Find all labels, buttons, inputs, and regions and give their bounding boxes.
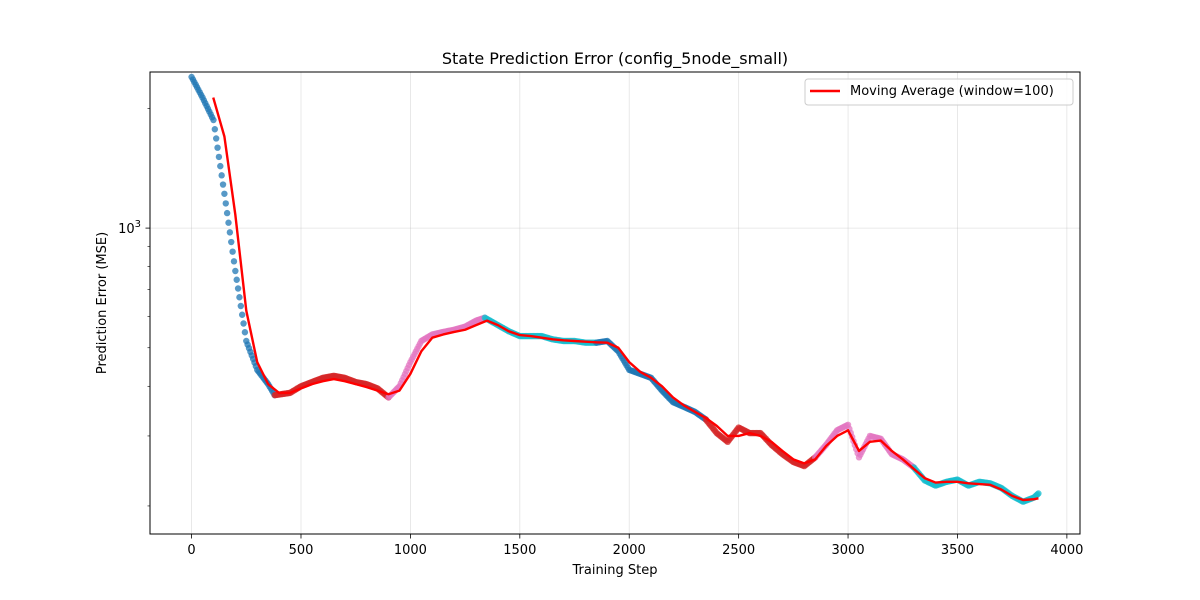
x-tick-label: 3500: [941, 543, 974, 558]
scatter-point: [217, 162, 224, 170]
scatter-point: [237, 302, 245, 310]
x-tick-label: 2000: [613, 543, 646, 558]
scatter-point: [222, 200, 229, 207]
grid: [150, 72, 1080, 534]
scatter-point: [232, 267, 239, 275]
x-axis-label: Training Step: [571, 563, 657, 578]
legend: Moving Average (window=100): [804, 78, 1074, 106]
scatter-point: [234, 285, 242, 292]
scatter-point: [212, 135, 220, 142]
y-tick-label: 103: [118, 219, 141, 237]
x-axis: 0 500 1000 1500 2000 2500 3000 3500 4000: [187, 534, 1083, 558]
scatter-point: [226, 229, 234, 236]
legend-box: [804, 78, 1074, 106]
scatter-point: [223, 209, 231, 217]
scatter-point: [225, 219, 232, 226]
scatter-point: [219, 181, 227, 188]
scatter-point: [240, 320, 247, 327]
x-tick-label: 3000: [832, 543, 865, 558]
y-axis: 103: [118, 108, 150, 507]
y-axis-label: Prediction Error (MSE): [95, 232, 110, 374]
scatter-point: [230, 258, 238, 265]
scatter-point: [210, 116, 217, 124]
x-tick-label: 4000: [1050, 543, 1083, 558]
chart-title: State Prediction Error (config_5node_sma…: [442, 49, 788, 69]
moving-average-layer: [212, 97, 1039, 502]
scatter-point: [228, 238, 235, 246]
x-tick-label: 1000: [394, 543, 427, 558]
scatter-point: [221, 190, 228, 197]
scatter-point: [229, 248, 236, 255]
scatter-point: [236, 294, 243, 301]
scatter-point: [214, 144, 221, 151]
scatter-point: [215, 153, 223, 161]
scatter-point: [218, 172, 225, 179]
moving-average-line: [212, 97, 1039, 502]
x-tick-label: 0: [187, 543, 195, 558]
x-tick-label: 2500: [722, 543, 755, 558]
x-tick-label: 1500: [503, 543, 536, 558]
scatter-point: [241, 329, 249, 336]
scatter-point: [1035, 490, 1042, 497]
plot-frame: [149, 71, 1081, 535]
scatter-point: [233, 276, 240, 283]
scatter-point: [238, 311, 246, 318]
legend-label-moving-average: Moving Average (window=100): [850, 84, 1054, 99]
x-tick-label: 500: [289, 543, 314, 558]
scatter-point: [211, 126, 219, 133]
